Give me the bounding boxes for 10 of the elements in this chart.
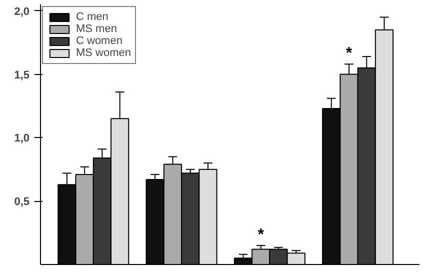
legend-label: MS men <box>76 23 117 35</box>
y-tick-label: 0,5 <box>14 196 30 208</box>
legend-label: C men <box>76 11 108 23</box>
y-tick-label: 1,0 <box>14 132 30 145</box>
y-tick-label: 1,5 <box>14 69 30 82</box>
data-label: * <box>346 45 353 62</box>
y-tick-label: 2,0 <box>14 6 30 18</box>
legend-label: C women <box>76 35 122 47</box>
data-label: * <box>258 226 265 244</box>
legend-label: MS women <box>76 47 132 59</box>
